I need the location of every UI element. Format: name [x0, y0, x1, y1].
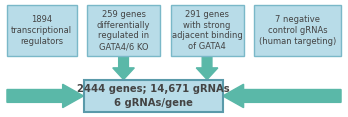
Text: 259 genes
differentially
regulated in
GATA4/6 KO: 259 genes differentially regulated in GA…	[97, 10, 150, 51]
Text: 291 genes
with strong
adjacent binding
of GATA4: 291 genes with strong adjacent binding o…	[172, 10, 243, 51]
Polygon shape	[113, 56, 134, 80]
FancyBboxPatch shape	[7, 5, 77, 56]
Text: 2444 genes; 14,671 gRNAs
6 gRNAs/gene: 2444 genes; 14,671 gRNAs 6 gRNAs/gene	[77, 84, 229, 108]
Text: 7 negative
control gRNAs
(human targeting): 7 negative control gRNAs (human targetin…	[259, 15, 336, 46]
FancyBboxPatch shape	[87, 5, 160, 56]
Text: 1894
transcriptional
regulators: 1894 transcriptional regulators	[11, 15, 72, 46]
FancyBboxPatch shape	[254, 5, 341, 56]
Polygon shape	[223, 84, 341, 108]
Polygon shape	[7, 84, 84, 108]
Polygon shape	[196, 56, 218, 80]
FancyBboxPatch shape	[171, 5, 244, 56]
FancyBboxPatch shape	[84, 80, 223, 112]
